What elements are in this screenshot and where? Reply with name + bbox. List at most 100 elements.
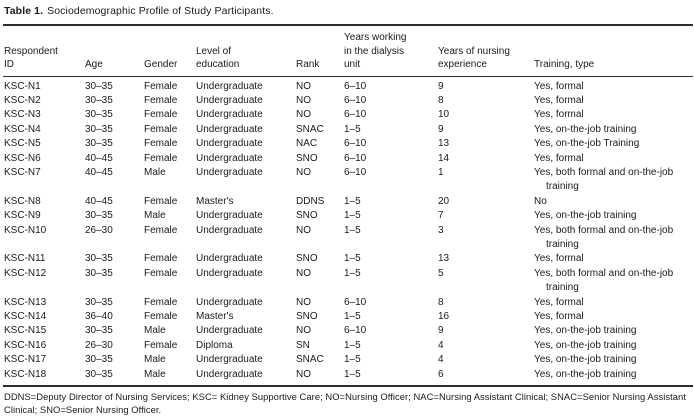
table-cell: 13 <box>438 253 450 265</box>
table-cell: 8 <box>438 94 444 106</box>
table-cell: SNAC <box>296 354 324 366</box>
table-cell: Undergraduate <box>196 123 263 135</box>
table-cell: 9 <box>438 325 444 337</box>
table-cell: 6–10 <box>344 80 367 92</box>
table-cell: Female <box>144 267 178 279</box>
column-header-3: Level of education <box>195 25 295 77</box>
table-cell: Undergraduate <box>196 80 263 92</box>
participants-table: Respondent ID Age Gender Level of education… <box>3 24 693 388</box>
table-cell: NO <box>296 109 311 121</box>
table-row: KSC-N15 30–35 Male Undergraduate NO 6–10 9 Yes,… <box>3 324 693 338</box>
table-cell: KSC-N5 <box>4 138 41 150</box>
table-cell: Female <box>144 94 178 106</box>
table-cell: KSC-N17 <box>4 354 47 366</box>
table-row: KSC-N11 30–35 Female Undergraduate SNO 1–5 13 Y… <box>3 252 693 266</box>
table-cell: Female <box>144 224 178 236</box>
table-cell: Undergraduate <box>196 152 263 164</box>
column-header-2: Gender <box>143 25 195 77</box>
table-cell: Yes, both formal and on-the-job training <box>534 166 674 193</box>
table-row: KSC-N12 30–35 Female Undergraduate NO 1–5 5 Yes… <box>3 267 693 296</box>
table-row: KSC-N17 30–35 Male Undergraduate SNAC 1–5 4 Yes… <box>3 353 693 367</box>
table-cell: Yes, on-the-job training <box>534 368 637 380</box>
table-cell: Yes, formal <box>534 253 584 265</box>
table-cell: KSC-N6 <box>4 152 41 164</box>
table-cell: Female <box>144 195 178 207</box>
table-cell: 1–5 <box>344 224 361 236</box>
table-cell: 30–35 <box>85 296 113 308</box>
table-cell: Yes, formal <box>534 296 584 308</box>
table-cell: 20 <box>438 195 450 207</box>
table-cell: Female <box>144 80 178 92</box>
table-row: KSC-N16 26–30 Female Diploma SN 1–5 4 Yes, on-t… <box>3 339 693 353</box>
table-cell: NO <box>296 296 311 308</box>
table-cell: 30–35 <box>85 80 113 92</box>
table-cell: 4 <box>438 339 444 351</box>
table-cell: 1–5 <box>344 311 361 322</box>
table-cell: Yes, both formal and on-the-job training <box>534 224 674 250</box>
table-cell: Yes, on-the-job training <box>534 339 637 351</box>
table-cell: KSC-N3 <box>4 109 41 121</box>
table-cell: NO <box>296 224 311 236</box>
table-cell: Yes, on-the-job Training <box>534 138 640 150</box>
table-cell: 1–5 <box>344 195 361 207</box>
table-cell: 10 <box>438 109 450 121</box>
table-cell: Male <box>144 210 166 222</box>
table-cell: Undergraduate <box>196 166 263 178</box>
table-cell: KSC-N18 <box>4 368 47 380</box>
table-cell: 26–30 <box>85 224 113 236</box>
table-cell: SNO <box>296 311 318 322</box>
table-row: KSC-N5 30–35 Female Undergraduate NAC 6–10 13 Y… <box>3 137 693 151</box>
table-cell: No <box>534 195 547 207</box>
table-cell: NO <box>296 80 311 92</box>
table-cell: KSC-N11 <box>4 253 46 265</box>
table-cell: 30–35 <box>85 354 113 366</box>
table-footnote: DDNS=Deputy Director of Nursing Services… <box>4 391 686 415</box>
table-cell: 9 <box>438 123 444 135</box>
table-cell: KSC-N10 <box>4 224 47 236</box>
table-cell: 3 <box>438 224 444 236</box>
table-row: KSC-N3 30–35 Female Undergraduate NO 6–10 10 Ye… <box>3 108 693 122</box>
table-cell: 1 <box>438 166 444 178</box>
table-cell: Yes, formal <box>534 80 584 92</box>
table-cell: 36–40 <box>85 311 113 322</box>
table-cell: 26–30 <box>85 339 113 351</box>
table-row: KSC-N14 36–40 Female Master's SNO 1–5 16 Yes, f… <box>3 310 693 324</box>
table-header-row: Respondent ID Age Gender Level of education… <box>3 25 693 77</box>
table-row: KSC-N18 30–35 Male Undergraduate NO 1–5 6 Yes, … <box>3 368 693 386</box>
table-cell: Undergraduate <box>196 296 263 308</box>
table-title: Table 1. Sociodemographic Profile of Stud… <box>4 4 692 18</box>
table-cell: NO <box>296 166 311 178</box>
table-cell: 30–35 <box>85 94 113 106</box>
table-cell: KSC-N12 <box>4 267 47 279</box>
table-cell: Undergraduate <box>196 109 263 121</box>
table-cell: Yes, formal <box>534 94 584 106</box>
table-row: KSC-N13 30–35 Female Undergraduate NO 6–10 8 Ye… <box>3 296 693 310</box>
table-cell: 6–10 <box>344 296 367 308</box>
table-cell: Female <box>144 152 178 164</box>
table-cell: Undergraduate <box>196 354 263 366</box>
table-cell: Female <box>144 138 178 150</box>
table-cell: Male <box>144 354 166 366</box>
table-cell: Yes, formal <box>534 109 584 121</box>
table-cell: KSC-N7 <box>4 166 41 178</box>
table-cell: Undergraduate <box>196 94 263 106</box>
table-cell: Yes, on-the-job training <box>534 354 637 366</box>
table-caption: Sociodemographic Profile of Study Partic… <box>47 5 274 17</box>
table-cell: 1–5 <box>344 253 361 265</box>
table-cell: Diploma <box>196 339 233 351</box>
table-cell: 30–35 <box>85 325 113 337</box>
table-cell: SNAC <box>296 123 324 135</box>
table-cell: 6–10 <box>344 166 367 178</box>
table-cell: Yes, formal <box>534 152 584 164</box>
table-cell: 30–35 <box>85 267 113 279</box>
table-cell: KSC-N14 <box>4 311 47 322</box>
table-cell: Undergraduate <box>196 210 263 222</box>
table-cell: SN <box>296 339 310 351</box>
table-cell: SNO <box>296 152 318 164</box>
table-cell: 40–45 <box>85 152 113 164</box>
table-cell: 1–5 <box>344 123 361 135</box>
table-row: KSC-N1 30–35 Female Undergraduate NO 6–10 9 Yes… <box>3 76 693 94</box>
table-cell: 6–10 <box>344 325 367 337</box>
table-cell: Undergraduate <box>196 253 263 265</box>
table-cell: 5 <box>438 267 444 279</box>
